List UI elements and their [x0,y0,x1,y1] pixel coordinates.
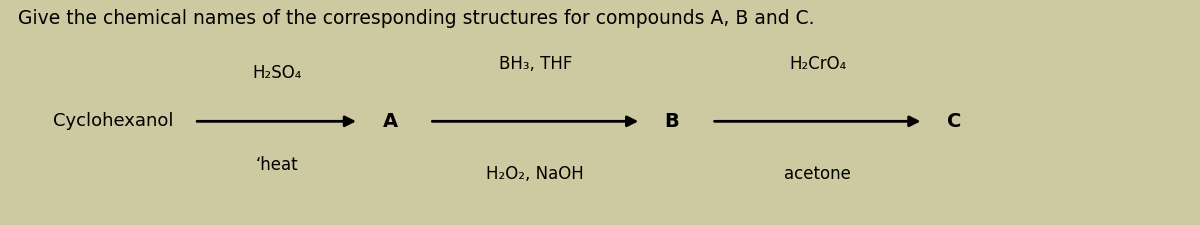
Text: ‘heat: ‘heat [256,156,298,174]
Text: Give the chemical names of the corresponding structures for compounds A, B and C: Give the chemical names of the correspon… [18,9,815,28]
Text: H₂CrO₄: H₂CrO₄ [788,55,846,73]
Text: H₂SO₄: H₂SO₄ [252,64,301,82]
Text: B: B [665,112,679,131]
Text: Cyclohexanol: Cyclohexanol [53,112,174,130]
Text: C: C [947,112,961,131]
Text: BH₃, THF: BH₃, THF [499,55,572,73]
Text: acetone: acetone [784,165,851,183]
Text: H₂O₂, NaOH: H₂O₂, NaOH [486,165,584,183]
Text: A: A [383,112,397,131]
